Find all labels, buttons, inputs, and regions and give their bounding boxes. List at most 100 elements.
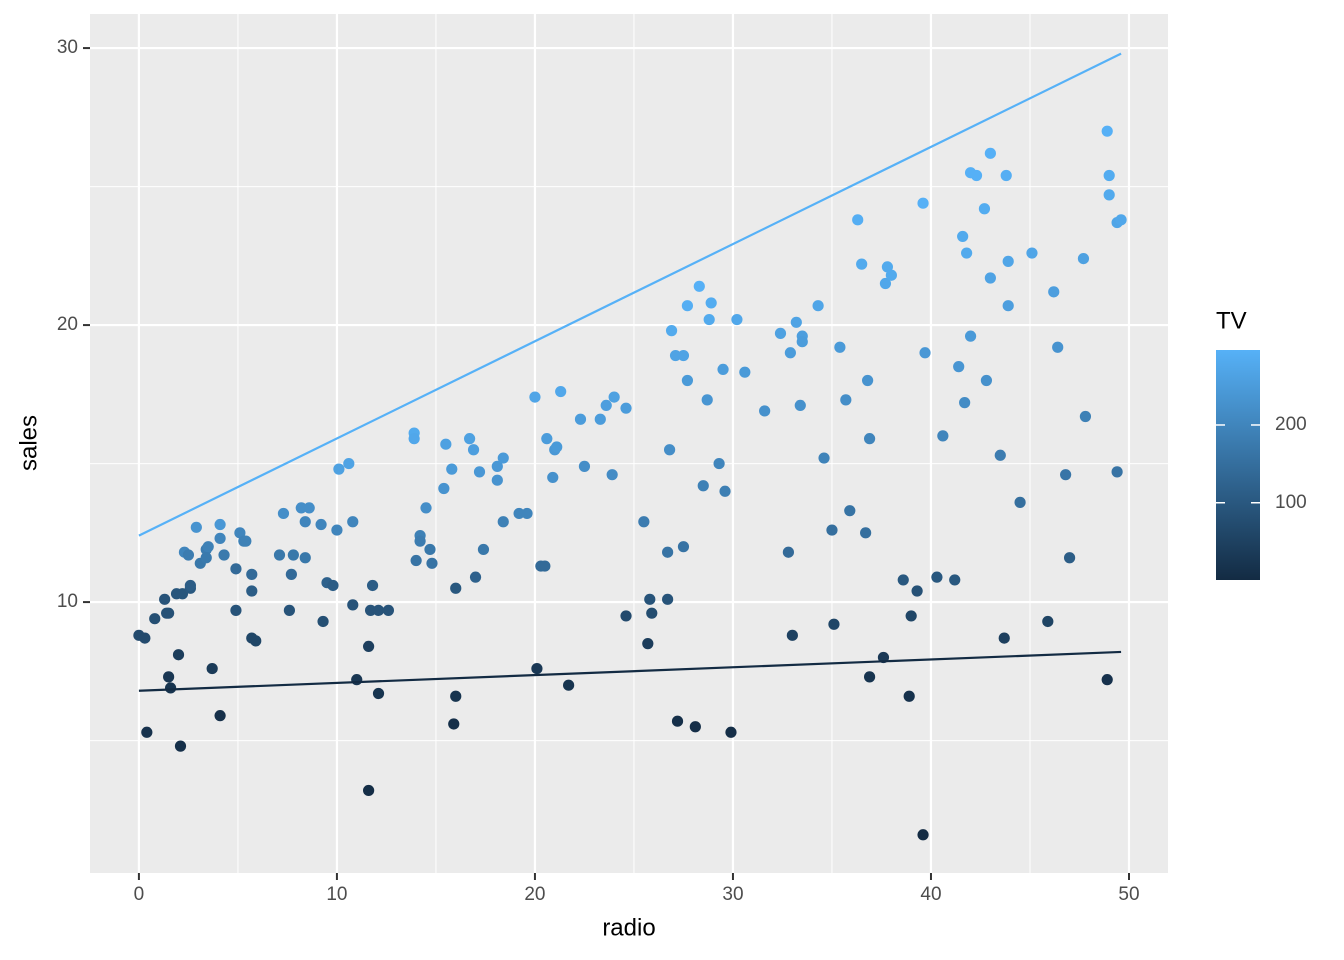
point <box>731 313 743 326</box>
point <box>964 330 977 342</box>
point <box>863 671 876 683</box>
point <box>794 399 806 412</box>
point <box>677 349 690 362</box>
point <box>547 471 559 484</box>
point <box>931 571 943 583</box>
point <box>141 726 153 738</box>
point <box>782 546 795 558</box>
point <box>961 247 973 259</box>
point <box>372 687 385 700</box>
point <box>184 579 196 592</box>
point <box>642 638 654 650</box>
point <box>1077 252 1090 265</box>
point <box>273 549 286 561</box>
x-tick-label: 50 <box>1118 884 1139 905</box>
point <box>1103 169 1115 182</box>
point <box>467 444 480 456</box>
point <box>739 366 751 378</box>
point <box>681 374 694 387</box>
point <box>363 640 375 653</box>
point <box>1079 410 1092 423</box>
point <box>856 258 868 270</box>
point <box>327 579 339 592</box>
point <box>283 604 296 616</box>
point <box>784 347 796 359</box>
point <box>331 524 343 536</box>
point <box>1042 615 1054 628</box>
legend-title: TV <box>1216 307 1247 334</box>
point <box>1052 341 1064 353</box>
point <box>1000 169 1012 182</box>
point <box>414 535 426 547</box>
point <box>531 662 543 675</box>
point <box>713 457 725 470</box>
point <box>826 524 838 536</box>
point <box>1101 674 1113 686</box>
point <box>644 593 656 605</box>
point <box>620 610 632 622</box>
point <box>1063 552 1076 564</box>
point <box>250 635 262 647</box>
point <box>949 574 961 586</box>
point <box>477 543 490 556</box>
point <box>202 541 214 553</box>
colorbar <box>1216 350 1260 580</box>
point <box>246 568 258 580</box>
point <box>852 214 864 226</box>
point <box>469 571 482 583</box>
point <box>521 507 533 520</box>
point <box>285 568 297 580</box>
point <box>214 532 226 544</box>
point <box>1103 189 1115 201</box>
point <box>608 391 620 403</box>
x-tick-label: 10 <box>326 884 347 905</box>
point <box>980 374 993 387</box>
point <box>701 394 713 406</box>
point <box>541 433 553 445</box>
y-axis-title: sales <box>15 415 42 471</box>
point <box>372 604 385 616</box>
point <box>539 560 551 572</box>
point <box>299 516 311 528</box>
point <box>450 582 462 594</box>
point <box>438 482 450 495</box>
point <box>190 521 202 533</box>
point <box>984 147 996 159</box>
point <box>911 585 923 597</box>
point <box>957 230 969 243</box>
y-tick-label: 30 <box>57 37 78 58</box>
point <box>620 402 632 414</box>
point <box>315 518 327 531</box>
point <box>295 502 307 514</box>
point <box>662 546 674 558</box>
point <box>299 552 311 564</box>
point <box>719 485 731 497</box>
point <box>970 169 983 182</box>
point <box>529 391 541 403</box>
point <box>246 585 258 597</box>
point <box>230 563 242 575</box>
point <box>796 336 808 348</box>
point <box>844 505 856 517</box>
point <box>408 433 420 445</box>
point <box>689 721 701 733</box>
point <box>669 349 682 362</box>
point <box>860 527 872 539</box>
point <box>200 552 212 564</box>
point <box>697 480 709 492</box>
point <box>277 507 290 520</box>
y-tick-label: 10 <box>57 591 78 612</box>
point <box>774 327 787 339</box>
point <box>347 516 359 528</box>
point <box>984 272 996 284</box>
point <box>463 433 476 445</box>
fit-line <box>138 52 1122 537</box>
point <box>230 604 242 616</box>
point <box>917 829 929 841</box>
point <box>790 316 802 328</box>
point <box>287 549 299 561</box>
point <box>881 261 894 273</box>
point <box>665 325 678 337</box>
point <box>903 690 915 702</box>
